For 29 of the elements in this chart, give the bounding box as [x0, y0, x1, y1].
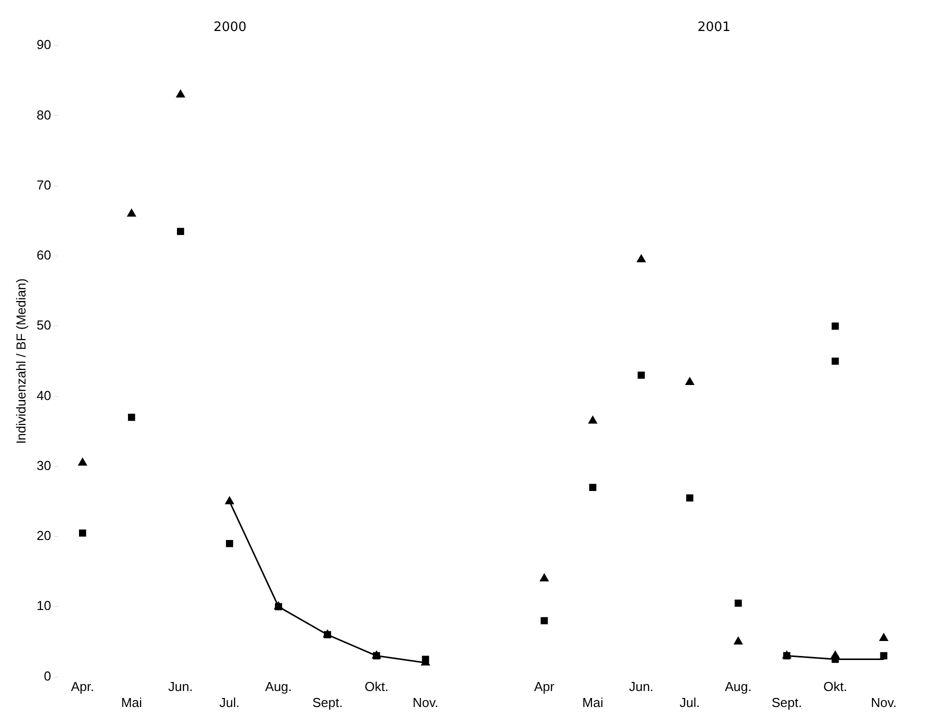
- y-tick-label: 50: [36, 318, 52, 333]
- x-tick-label: Sept.: [312, 694, 343, 710]
- chart-title: 2001: [697, 20, 731, 36]
- x-tick-label: Okt.: [823, 679, 848, 694]
- y-tick-label: 60: [36, 248, 52, 263]
- x-tick-label: Mai: [121, 694, 142, 710]
- x-tick-label: Nov.: [412, 694, 438, 710]
- x-tick-label: Jul.: [219, 694, 240, 710]
- y-tick-label: 40: [36, 388, 52, 403]
- y-tick-label: 90: [36, 37, 52, 52]
- x-tick-label: Jun.: [168, 679, 193, 694]
- x-tick-label: Okt.: [364, 679, 388, 694]
- x-tick-label: Sept.: [772, 694, 802, 710]
- y-tick-label: 10: [36, 598, 52, 614]
- x-tick-label: Jun.: [628, 679, 654, 694]
- x-tick-label: Apr: [534, 679, 556, 694]
- x-tick-label: Jul.: [680, 694, 700, 710]
- x-tick-label: Aug.: [724, 679, 752, 694]
- y-tick-label: 70: [36, 177, 52, 192]
- y-tick-label: 30: [36, 458, 52, 473]
- y-tick-label: 80: [36, 107, 52, 122]
- chart-title: 2000: [213, 20, 247, 36]
- y-tick-label: 20: [36, 528, 52, 544]
- x-tick-label: Nov.: [870, 694, 897, 710]
- x-tick-label: Apr.: [70, 679, 94, 694]
- x-tick-label: Aug.: [265, 679, 292, 694]
- y-tick-label: 0: [44, 668, 52, 684]
- x-tick-label: Mai: [582, 694, 604, 710]
- y-axis-title: Individuenzahl / BF (Median): [13, 278, 28, 444]
